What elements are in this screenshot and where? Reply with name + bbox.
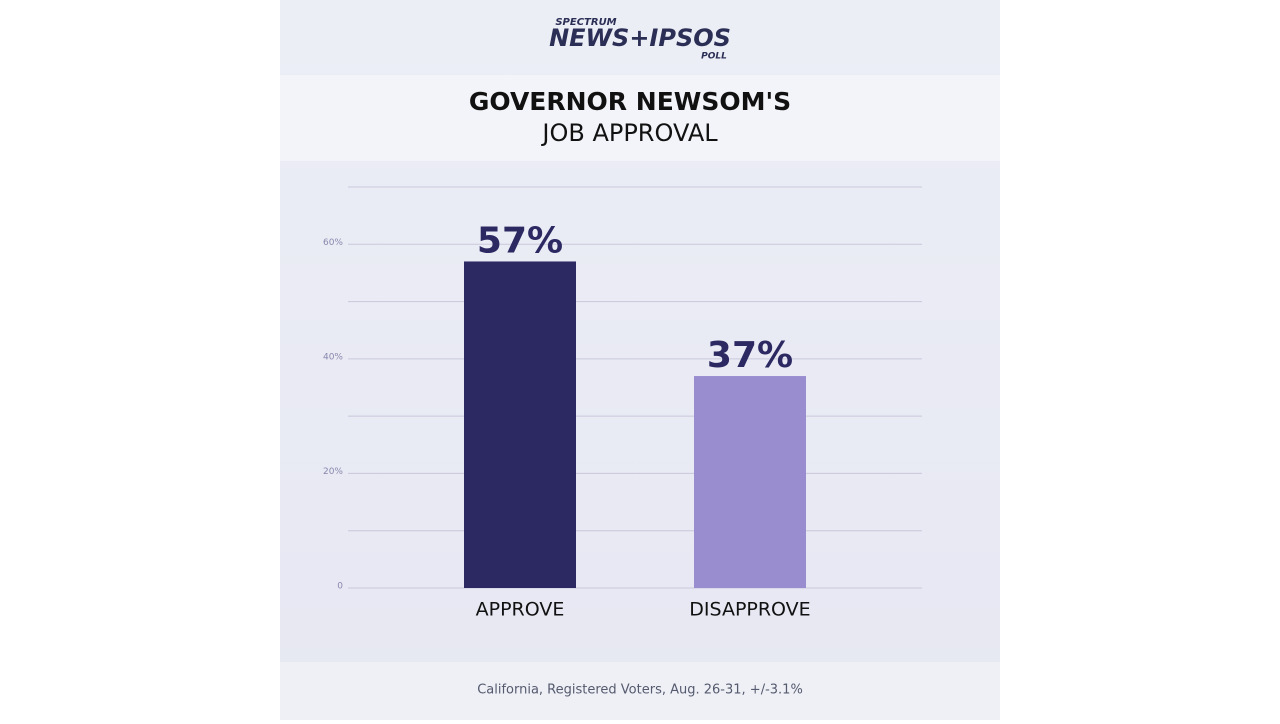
footnote: California, Registered Voters, Aug. 26-3… <box>477 683 803 698</box>
y-tick-label: 40% <box>323 352 343 362</box>
bar <box>464 261 576 588</box>
y-tick-label: 20% <box>323 467 343 477</box>
chart-subtitle: JOB APPROVAL <box>540 119 718 147</box>
value-label: 37% <box>707 335 793 376</box>
title-band <box>280 75 1000 161</box>
bar <box>694 376 806 588</box>
brand-main: NEWS+IPSOS <box>549 24 731 52</box>
x-tick-label: APPROVE <box>476 599 565 621</box>
brand-sub: POLL <box>701 52 727 62</box>
y-tick-label: 60% <box>323 238 343 248</box>
x-tick-label: DISAPPROVE <box>689 599 810 621</box>
brand-top: SPECTRUM <box>555 17 616 28</box>
value-label: 57% <box>477 220 563 261</box>
footer-band <box>280 662 1000 720</box>
chart-title: GOVERNOR NEWSOM'S <box>469 87 791 116</box>
y-tick-label: 0 <box>337 582 343 592</box>
